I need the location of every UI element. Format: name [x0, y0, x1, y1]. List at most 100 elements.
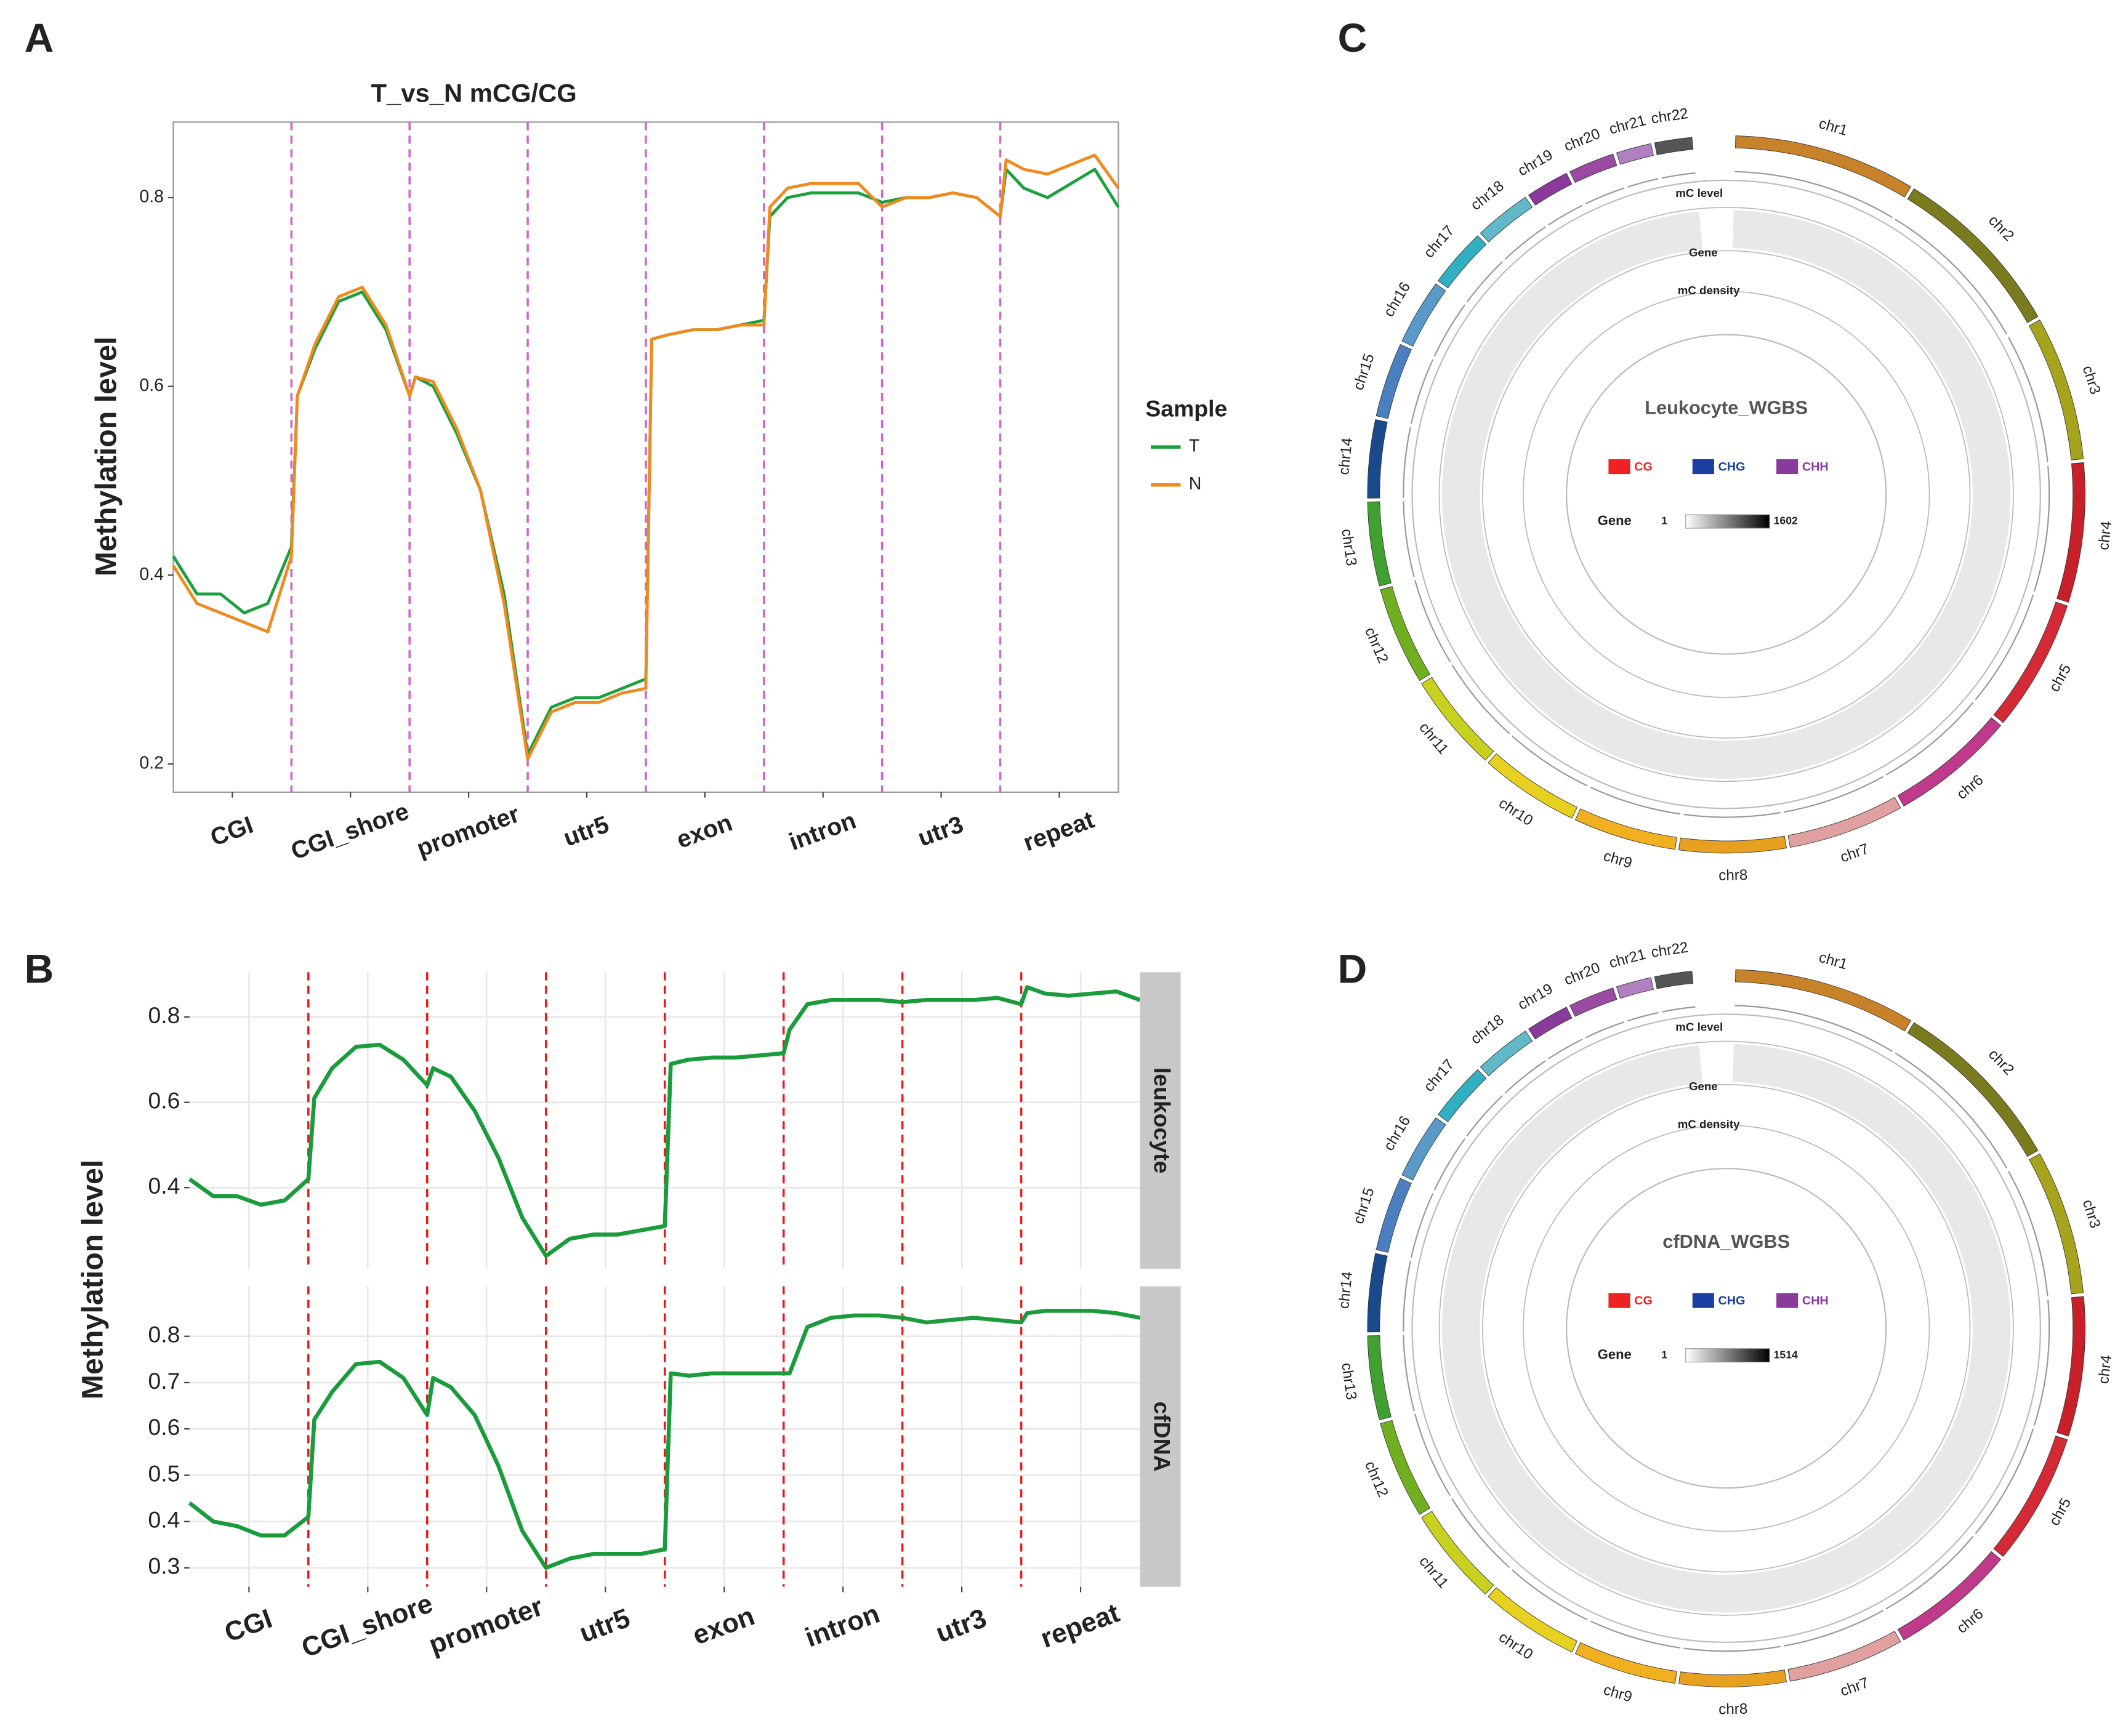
chromosome-arc: [1616, 977, 1654, 999]
chromosome-arc: [1569, 153, 1617, 183]
chromosome-arc: [1993, 1436, 2068, 1557]
y-tick-label: 0.3: [148, 1553, 180, 1579]
chromosome-scale: [1548, 1039, 1583, 1059]
track-ring: [1522, 291, 1930, 698]
chromosome-arc: [1376, 1178, 1412, 1253]
track-label: Gene: [1689, 1080, 1718, 1093]
gene-gradient: [1685, 514, 1770, 529]
facet-label: cfDNA: [1150, 1401, 1175, 1471]
chromosome-arc: [1574, 1642, 1677, 1684]
legend-label: CHH: [1802, 460, 1829, 473]
chart-title: T_vs_N mCG/CG: [371, 78, 577, 107]
chromosome-label: chr14: [1335, 437, 1356, 476]
chromosome-arc: [1678, 835, 1787, 854]
series-line: [172, 153, 1120, 761]
series-line: [188, 985, 1141, 1258]
y-axis-title: Methylation level: [90, 337, 123, 577]
legend-swatch: [1692, 1293, 1714, 1308]
facet-strip: [1140, 1286, 1181, 1587]
facet-strip: [1140, 972, 1181, 1269]
chromosome-arc: [1569, 987, 1617, 1017]
legend-label: CG: [1634, 460, 1653, 473]
chromosome-scale: [1410, 1192, 1434, 1258]
gene-legend-min: 1: [1661, 515, 1667, 527]
circos-title: cfDNA_WGBS: [1662, 1231, 1790, 1252]
track-ring: [1522, 1124, 1930, 1532]
chromosome-arc: [1380, 1420, 1431, 1515]
legend-label: CG: [1634, 1294, 1653, 1308]
track-ring: [1482, 250, 1971, 739]
track-ring: [1411, 1013, 2041, 1643]
chromosome-arc: [1421, 1511, 1494, 1595]
chromosome-scale: [1585, 187, 1625, 205]
chromosome-arc: [1897, 1551, 2002, 1641]
chromosome-scale: [1414, 1413, 1451, 1497]
chromosome-arc: [1367, 1253, 1388, 1333]
gene-legend-min: 1: [1661, 1348, 1667, 1360]
gene-gradient: [1685, 1348, 1770, 1363]
gene-legend-max: 1514: [1774, 1348, 1798, 1360]
chromosome-arc: [1654, 971, 1694, 989]
gene-legend-title: Gene: [1598, 513, 1632, 528]
chromosome-arc: [1367, 501, 1392, 587]
chromosome-scale: [2033, 1300, 2050, 1426]
y-tick-label: 0.4: [148, 1173, 180, 1199]
track-label: mC density: [1678, 1118, 1740, 1131]
chromosome-scale: [1661, 1006, 1696, 1013]
chromosome-arc: [2057, 1296, 2085, 1437]
chromosome-arc: [1787, 797, 1901, 848]
y-tick-label: 0.8: [148, 1322, 180, 1348]
chromosome-arc: [1421, 677, 1494, 761]
circos-title: Leukocyte_WGBS: [1645, 397, 1808, 419]
y-tick-label: 0.4: [139, 565, 164, 584]
chromosome-arc: [1488, 1587, 1578, 1653]
legend-label: CHG: [1718, 1294, 1746, 1308]
chromosome-arc: [1367, 419, 1388, 499]
chromosome-scale: [1414, 580, 1451, 662]
legend-label: N: [1189, 474, 1202, 494]
chromosome-arc: [1734, 135, 1912, 198]
chromosome-scale: [1403, 1335, 1415, 1412]
chromosome-arc: [1528, 1007, 1573, 1040]
chromosome-arc: [1907, 1022, 2039, 1157]
chromosome-scale: [1410, 359, 1434, 424]
y-tick-label: 0.4: [148, 1506, 180, 1532]
chromosome-arc: [1437, 235, 1487, 289]
chromosome-arc: [2028, 1153, 2084, 1295]
chromosome-arc: [1480, 196, 1533, 243]
chromosome-scale: [1466, 1095, 1504, 1136]
chromosome-scale: [1683, 1646, 1781, 1652]
chromosome-arc: [2028, 319, 2084, 460]
y-tick-label: 0.5: [148, 1460, 180, 1486]
y-tick-label: 0.6: [148, 1088, 180, 1114]
chromosome-label: chr8: [1718, 867, 1748, 884]
chromosome-scale: [1403, 427, 1411, 498]
y-tick-label: 0.8: [139, 187, 164, 207]
track-label: mC level: [1675, 1020, 1723, 1033]
chromosome-arc: [1480, 1031, 1533, 1077]
chromosome-arc: [1787, 1631, 1901, 1682]
chromosome-label: chr14: [1335, 1271, 1356, 1309]
y-tick-label: 0.6: [148, 1414, 180, 1440]
chromosome-arc: [1380, 586, 1431, 681]
legend-swatch: [1776, 1293, 1799, 1308]
track-ring: [1438, 207, 2014, 782]
panel-letter: D: [1338, 946, 1368, 992]
chromosome-scale: [1627, 1011, 1659, 1022]
track-label: mC density: [1678, 284, 1740, 297]
chromosome-arc: [1907, 188, 2039, 323]
chromosome-scale: [1627, 178, 1659, 188]
track-ring: [1566, 1168, 1887, 1489]
y-tick-label: 0.2: [139, 753, 164, 773]
y-tick-label: 0.6: [139, 376, 164, 395]
legend-label: T: [1189, 436, 1199, 456]
track-label: mC level: [1675, 187, 1723, 199]
chromosome-arc: [1488, 753, 1578, 819]
legend-label: CHG: [1718, 460, 1746, 473]
track-ring: [1411, 179, 2041, 810]
legend-label: CHH: [1802, 1294, 1829, 1308]
chromosome-arc: [1734, 969, 1912, 1032]
chromosome-scale: [1433, 1138, 1466, 1191]
